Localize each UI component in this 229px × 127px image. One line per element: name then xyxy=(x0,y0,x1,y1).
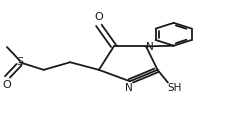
Text: SH: SH xyxy=(167,83,181,93)
Text: O: O xyxy=(94,12,103,22)
Text: N: N xyxy=(146,42,153,52)
Text: S: S xyxy=(16,57,23,67)
Text: N: N xyxy=(124,83,132,93)
Text: O: O xyxy=(3,80,11,90)
